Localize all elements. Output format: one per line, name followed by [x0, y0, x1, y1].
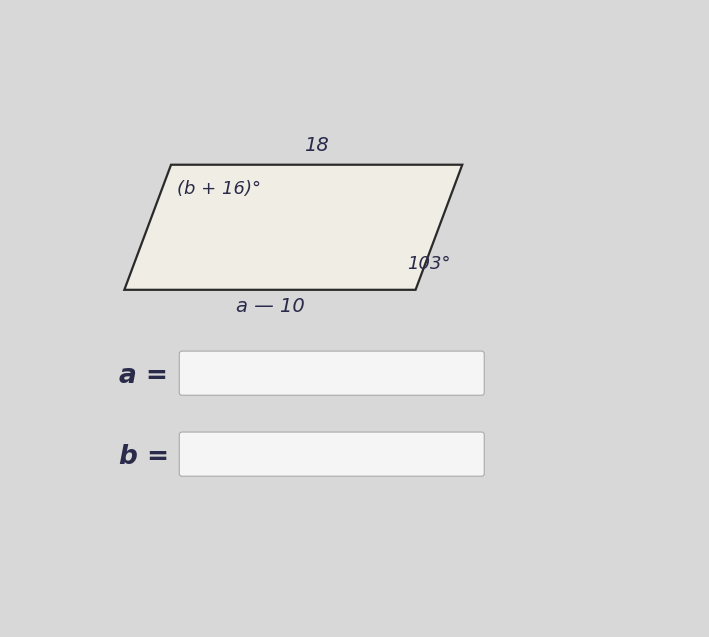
FancyBboxPatch shape — [179, 351, 484, 395]
Text: a =: a = — [119, 362, 168, 389]
Text: (b + 16)°: (b + 16)° — [177, 180, 260, 198]
FancyBboxPatch shape — [179, 432, 484, 476]
Text: 18: 18 — [304, 136, 329, 155]
Text: 103°: 103° — [407, 255, 451, 273]
Text: b =: b = — [119, 443, 169, 469]
Text: a — 10: a — 10 — [235, 297, 304, 317]
Polygon shape — [124, 165, 462, 290]
